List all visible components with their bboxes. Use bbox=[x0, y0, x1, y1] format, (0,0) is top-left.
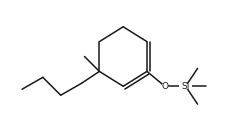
Text: Si: Si bbox=[181, 82, 189, 91]
FancyBboxPatch shape bbox=[161, 84, 167, 89]
Text: O: O bbox=[161, 82, 168, 91]
FancyBboxPatch shape bbox=[178, 84, 191, 89]
